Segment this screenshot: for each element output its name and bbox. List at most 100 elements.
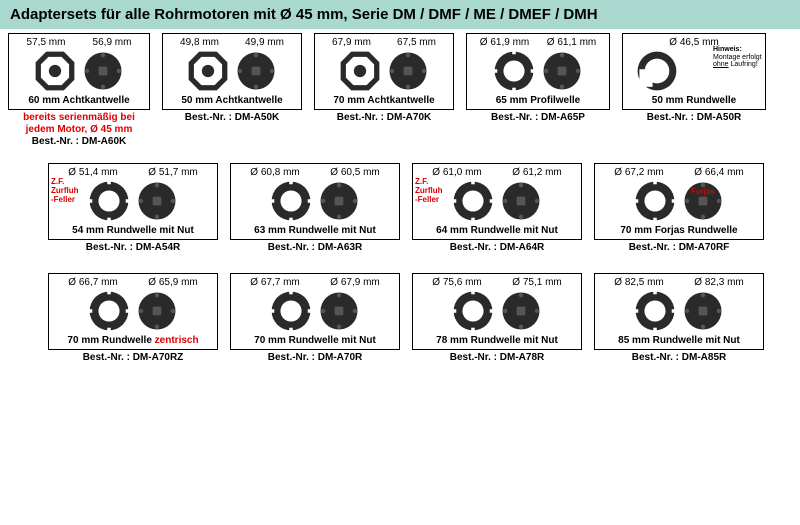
note-line: bereits serienmäßig bei <box>23 112 135 124</box>
dim-right: Ø 61,2 mm <box>512 167 561 178</box>
product-images <box>599 179 759 223</box>
brand-label: Forjas <box>691 188 715 197</box>
header-title: Adaptersets für alle Rohrmotoren mit Ø 4… <box>0 0 800 29</box>
adapter-ring-icon <box>269 179 313 223</box>
order-number: Best.-Nr. : DM-A54R <box>86 242 180 253</box>
order-number: Best.-Nr. : DM-A70RF <box>629 242 730 253</box>
product-title: 78 mm Rundwelle mit Nut <box>417 335 577 346</box>
product-title: 50 mm Rundwelle <box>627 95 761 106</box>
product-images <box>13 49 145 93</box>
dim-right: Ø 65,9 mm <box>148 277 197 288</box>
dim-left: Ø 67,7 mm <box>250 277 299 288</box>
dim-right: Ø 82,3 mm <box>694 277 743 288</box>
product-title: 64 mm Rundwelle mit Nut <box>417 225 577 236</box>
product-images <box>417 289 577 333</box>
adapter-ring-icon <box>633 289 677 333</box>
dim-right: Ø 60,5 mm <box>330 167 379 178</box>
product-item: 49,8 mm49,9 mm 50 mm Achtkantwelle Best.… <box>162 33 302 147</box>
product-item: Ø 67,7 mm Ø 67,9 mm 70 mm Rundwelle mit N… <box>230 273 400 363</box>
dim-right: Ø 66,4 mm <box>694 167 743 178</box>
product-item: 57,5 mm 56,9 mm 60 mm Achtkantwelle berei… <box>8 33 150 147</box>
order-number: Best.-Nr. : DM-A65P <box>491 112 585 123</box>
adapter-core-icon <box>499 289 543 333</box>
order-number: Best.-Nr. : DM-A70R <box>268 352 362 363</box>
order-number: Best.-Nr. : DM-A50R <box>647 112 741 123</box>
product-images <box>627 49 761 93</box>
product-title: 70 mm Rundwelle mit Nut <box>235 335 395 346</box>
product-title: 85 mm Rundwelle mit Nut <box>599 335 759 346</box>
adapter-ring-icon <box>451 179 495 223</box>
product-item: Ø 67,2 mmØ 66,4 mm Forjas 70 mm Forjas R… <box>594 163 764 253</box>
order-number: Best.-Nr. : DM-A70RZ <box>83 352 184 363</box>
product-images <box>167 49 297 93</box>
product-images <box>235 179 395 223</box>
adapter-ring-icon <box>492 49 536 93</box>
note-line: jedem Motor, Ø 45 mm <box>23 124 135 136</box>
order-number: Best.-Nr. : DM-A85R <box>632 352 726 363</box>
product-title: 70 mm Achtkantwelle <box>319 95 449 106</box>
adapter-ring-icon <box>87 179 131 223</box>
order-number: Best.-Nr. : DM-A60K <box>32 136 126 147</box>
adapter-ring-icon <box>269 289 313 333</box>
product-title: 50 mm Achtkantwelle <box>167 95 297 106</box>
dim-left: Ø 46,5 mm <box>669 37 718 48</box>
product-images <box>53 289 213 333</box>
adapter-core-icon <box>135 179 179 223</box>
adapter-ring-icon <box>33 49 77 93</box>
product-title: 65 mm Profilwelle <box>471 95 605 106</box>
brand-label: Z.F.Zurfluh-Feller <box>51 178 79 204</box>
product-title: 54 mm Rundwelle mit Nut <box>53 225 213 236</box>
adapter-core-icon <box>681 179 725 223</box>
order-number: Best.-Nr. : DM-A50K <box>185 112 279 123</box>
adapter-core-icon <box>135 289 179 333</box>
brand-label: Z.F.Zurfluh-Feller <box>415 178 443 204</box>
adapter-ring-icon <box>186 49 230 93</box>
product-grid: 57,5 mm 56,9 mm 60 mm Achtkantwelle berei… <box>0 29 800 363</box>
product-item: Ø 60,8 mm Ø 60,5 mm 63 mm Rundwelle mit N… <box>230 163 400 253</box>
dim-right: Ø 67,9 mm <box>330 277 379 288</box>
dim-left: Ø 61,9 mm <box>480 37 529 48</box>
adapter-core-icon <box>681 289 725 333</box>
adapter-core-icon <box>234 49 278 93</box>
adapter-ring-icon <box>635 49 679 93</box>
product-item: 67,9 mm67,5 mm 70 mm Achtkantwelle Best.… <box>314 33 454 147</box>
dim-left: Ø 67,2 mm <box>614 167 663 178</box>
product-item: Ø 61,9 mm Ø 61,1 mm 65 mm Profilwelle Bes… <box>466 33 610 147</box>
product-images <box>235 289 395 333</box>
product-images <box>319 49 449 93</box>
product-title: 70 mm Rundwelle zentrisch <box>53 335 213 346</box>
adapter-core-icon <box>499 179 543 223</box>
adapter-core-icon <box>317 179 361 223</box>
adapter-ring-icon <box>451 289 495 333</box>
adapter-ring-icon <box>87 289 131 333</box>
product-item: Ø 66,7 mm Ø 65,9 mm 70 mm Rundwelle zentr… <box>48 273 218 363</box>
dim-left: Ø 60,8 mm <box>250 167 299 178</box>
order-number: Best.-Nr. : DM-A63R <box>268 242 362 253</box>
dim-right: Ø 61,1 mm <box>547 37 596 48</box>
product-item: Ø 51,4 mmØ 51,7 mm Z.F.Zurfluh-Feller 54… <box>48 163 218 253</box>
adapter-ring-icon <box>338 49 382 93</box>
product-item: Ø 46,5 mm Hinweis: Montage erfolgt ohne … <box>622 33 766 147</box>
dim-left: Ø 82,5 mm <box>614 277 663 288</box>
product-title: 60 mm Achtkantwelle <box>13 95 145 106</box>
product-item: Ø 61,0 mm Ø 61,2 mm Z.F.Zurfluh-Feller 64… <box>412 163 582 253</box>
dim-left: 57,5 mm <box>27 37 66 48</box>
order-number: Best.-Nr. : DM-A78R <box>450 352 544 363</box>
dim-left: Ø 51,4 mm <box>68 167 117 178</box>
dim-left: Ø 66,7 mm <box>68 277 117 288</box>
adapter-core-icon <box>386 49 430 93</box>
product-item: Ø 75,6 mmØ 75,1 mm 78 mm Rundwelle mit N… <box>412 273 582 363</box>
dim-right: 67,5 mm <box>397 37 436 48</box>
dim-right: Ø 75,1 mm <box>512 277 561 288</box>
product-item: Ø 82,5 mm Ø 82,3 mm 85 mm Rundwelle mit N… <box>594 273 764 363</box>
adapter-core-icon <box>317 289 361 333</box>
dim-left: Ø 61,0 mm <box>432 167 481 178</box>
dim-right: 49,9 mm <box>245 37 284 48</box>
adapter-core-icon <box>540 49 584 93</box>
dim-left: 67,9 mm <box>332 37 371 48</box>
order-number: Best.-Nr. : DM-A64R <box>450 242 544 253</box>
dim-right: 56,9 mm <box>93 37 132 48</box>
product-images <box>599 289 759 333</box>
product-title: 63 mm Rundwelle mit Nut <box>235 225 395 236</box>
adapter-core-icon <box>81 49 125 93</box>
